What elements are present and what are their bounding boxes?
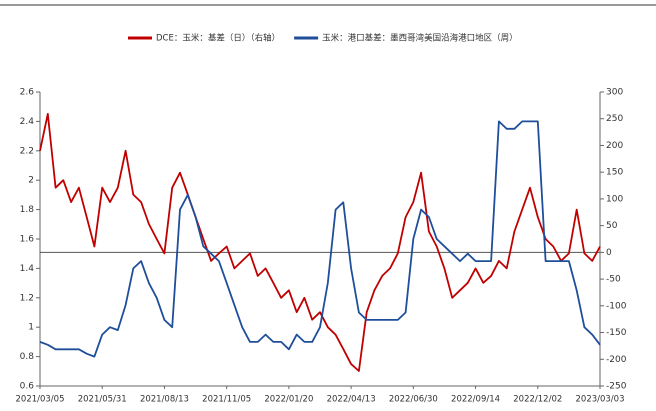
x-tick-label: 2022/01/20: [264, 395, 313, 405]
legend-label: DCE：玉米：基差（日）（右轴）: [156, 33, 280, 44]
y2-tick-label: 100: [606, 194, 623, 204]
y2-tick-label: -250: [606, 382, 627, 392]
y2-tick-label: 300: [606, 88, 623, 98]
y-tick-label: 1.6: [20, 235, 35, 245]
y2-tick-label: -200: [606, 355, 627, 365]
y-tick-label: 0.6: [20, 382, 35, 392]
series-line: [39, 113, 601, 372]
y-tick-label: 1.2: [20, 293, 34, 303]
y2-tick-label: 0: [606, 248, 612, 258]
y-tick-label: 2.4: [20, 117, 35, 127]
x-tick-label: 2022/09/14: [451, 395, 500, 405]
y2-tick-label: -50: [606, 275, 621, 285]
y-tick-label: 1.4: [20, 264, 35, 274]
y-tick-label: 1: [28, 323, 34, 333]
legend-label: 玉米：港口基差：墨西哥湾美国沿海港口地区（周）: [322, 33, 518, 44]
y-tick-label: 2: [28, 176, 34, 186]
y2-tick-label: 250: [606, 114, 623, 124]
y-tick-label: 1.8: [20, 205, 35, 215]
y-tick-label: 2.2: [20, 146, 34, 156]
y2-tick-label: 150: [606, 168, 623, 178]
y2-tick-label: 50: [606, 221, 618, 231]
x-tick-label: 2023/03/03: [576, 395, 625, 405]
series-line: [39, 120, 601, 358]
x-tick-label: 2022/06/30: [389, 395, 438, 405]
x-tick-label: 2021/03/05: [16, 395, 65, 405]
y2-tick-label: 200: [606, 141, 623, 151]
x-tick-label: 2021/08/13: [140, 395, 189, 405]
x-tick-label: 2021/05/31: [78, 395, 127, 405]
x-tick-label: 2022/12/02: [513, 395, 562, 405]
y2-tick-label: -150: [606, 328, 627, 338]
x-tick-label: 2022/04/13: [327, 395, 376, 405]
x-tick-label: 2021/11/05: [202, 395, 251, 405]
y-tick-label: 2.6: [20, 88, 35, 98]
y-tick-label: 0.8: [20, 352, 35, 362]
y2-tick-label: -100: [606, 301, 627, 311]
